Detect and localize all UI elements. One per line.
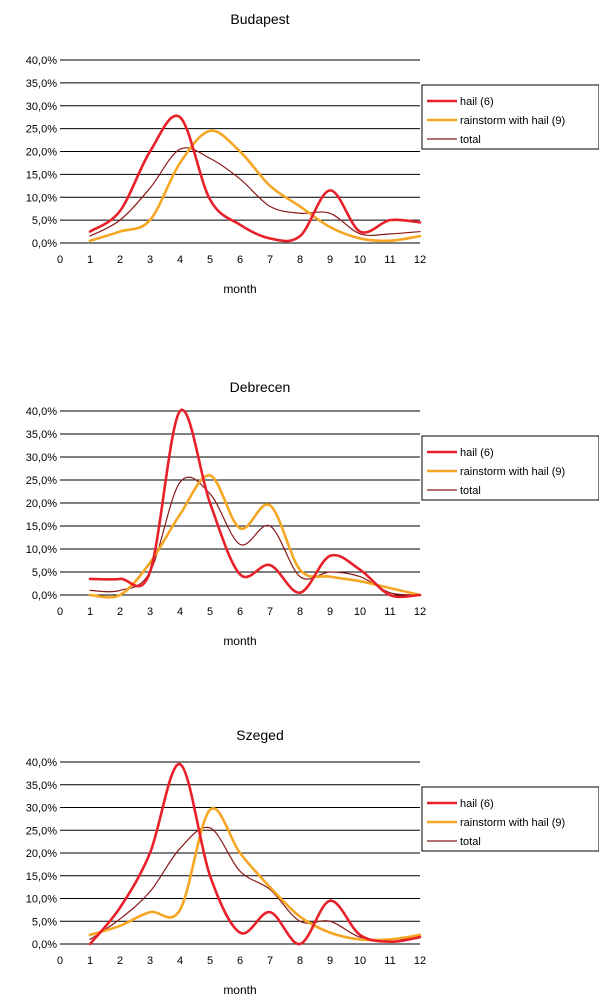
x-tick-label: 9 — [327, 955, 333, 967]
y-tick-label: 25,0% — [26, 825, 57, 837]
x-tick-label: 2 — [117, 955, 123, 967]
y-tick-label: 0,0% — [32, 590, 57, 602]
x-tick-label: 1 — [87, 606, 93, 618]
legend-label: rainstorm with hail (9) — [460, 115, 565, 127]
x-tick-label: 1 — [87, 254, 93, 266]
y-tick-label: 35,0% — [26, 78, 57, 90]
y-tick-label: 30,0% — [26, 101, 57, 113]
legend-box — [421, 435, 599, 501]
x-tick-label: 7 — [267, 254, 273, 266]
x-tick-label: 2 — [117, 606, 123, 618]
x-tick-label: 3 — [147, 254, 153, 266]
x-tick-label: 9 — [327, 606, 333, 618]
x-tick-label: 12 — [414, 254, 426, 266]
legend-label: rainstorm with hail (9) — [460, 817, 565, 829]
x-tick-label: 7 — [267, 955, 273, 967]
x-tick-label: 5 — [207, 955, 213, 967]
legend-label: hail (6) — [460, 798, 494, 810]
y-tick-label: 20,0% — [26, 147, 57, 159]
x-tick-label: 5 — [207, 606, 213, 618]
chart-title: Debrecen — [230, 379, 291, 395]
series-line-2 — [89, 147, 421, 237]
x-tick-label: 11 — [384, 606, 395, 618]
x-axis-label: month — [223, 282, 256, 296]
y-tick-label: 15,0% — [26, 169, 57, 181]
legend-label: hail (6) — [460, 96, 494, 108]
x-tick-label: 12 — [414, 606, 426, 618]
y-tick-label: 40,0% — [26, 55, 57, 67]
y-tick-label: 10,0% — [26, 544, 57, 556]
y-tick-label: 15,0% — [26, 871, 57, 883]
x-tick-label: 2 — [117, 254, 123, 266]
series-line-0 — [88, 408, 422, 599]
x-tick-label: 10 — [354, 606, 366, 618]
x-axis-label: month — [223, 983, 256, 997]
x-tick-label: 6 — [237, 254, 243, 266]
x-tick-label: 3 — [147, 955, 153, 967]
x-tick-label: 11 — [384, 254, 395, 266]
y-tick-label: 40,0% — [26, 406, 57, 418]
x-tick-label: 7 — [267, 606, 273, 618]
series-line-0 — [88, 762, 422, 946]
chart-title: Budapest — [230, 11, 289, 27]
y-tick-label: 15,0% — [26, 521, 57, 533]
x-tick-label: 5 — [207, 254, 213, 266]
legend-label: hail (6) — [460, 447, 494, 459]
y-tick-label: 25,0% — [26, 475, 57, 487]
y-tick-label: 5,0% — [32, 215, 57, 227]
x-tick-label: 4 — [177, 254, 183, 266]
y-tick-label: 0,0% — [32, 238, 57, 250]
y-tick-label: 20,0% — [26, 848, 57, 860]
chart-title: Szeged — [236, 727, 283, 743]
series-line-0 — [88, 114, 422, 243]
y-tick-label: 10,0% — [26, 894, 57, 906]
x-tick-label: 0 — [57, 955, 63, 967]
legend-label: total — [460, 836, 481, 848]
chart-debrecen: Debrecen 0,0% 5,0% 10,0% 15,0% 20,0% 25,0% 30,0… — [26, 379, 599, 648]
legend-label: total — [460, 134, 481, 146]
x-tick-label: 10 — [354, 254, 366, 266]
y-tick-label: 30,0% — [26, 803, 57, 815]
x-tick-label: 9 — [327, 254, 333, 266]
x-axis-label: month — [223, 634, 256, 648]
series-line-1 — [88, 474, 422, 599]
y-tick-label: 20,0% — [26, 498, 57, 510]
x-tick-label: 10 — [354, 955, 366, 967]
y-tick-label: 30,0% — [26, 452, 57, 464]
y-tick-label: 40,0% — [26, 757, 57, 769]
x-tick-label: 4 — [177, 606, 183, 618]
y-tick-label: 10,0% — [26, 192, 57, 204]
y-tick-label: 25,0% — [26, 124, 57, 136]
chart-budapest: Budapest 0,0% 5,0% 10,0% 15,0% 20,0% 25,0% 30,0… — [26, 11, 599, 296]
y-tick-label: 35,0% — [26, 780, 57, 792]
x-tick-label: 6 — [237, 955, 243, 967]
legend-box — [421, 84, 599, 150]
x-tick-label: 11 — [384, 955, 395, 967]
chart-szeged: Szeged 0,0% 5,0% 10,0% 15,0% 20,0% 25,0% 30,0% 3… — [26, 727, 599, 997]
x-tick-label: 3 — [147, 606, 153, 618]
x-tick-label: 12 — [414, 955, 426, 967]
legend-box — [421, 786, 599, 852]
series-line-1 — [88, 129, 422, 243]
x-tick-label: 1 — [87, 955, 93, 967]
y-tick-label: 5,0% — [32, 567, 57, 579]
x-tick-label: 8 — [297, 955, 303, 967]
x-tick-label: 4 — [177, 955, 183, 967]
x-tick-label: 8 — [297, 606, 303, 618]
x-tick-label: 6 — [237, 606, 243, 618]
series-line-1 — [88, 807, 422, 942]
legend-label: rainstorm with hail (9) — [460, 466, 565, 478]
y-tick-label: 35,0% — [26, 429, 57, 441]
y-tick-label: 0,0% — [32, 939, 57, 951]
x-tick-label: 8 — [297, 254, 303, 266]
x-tick-label: 0 — [57, 254, 63, 266]
y-tick-label: 5,0% — [32, 916, 57, 928]
legend-label: total — [460, 485, 481, 497]
x-tick-label: 0 — [57, 606, 63, 618]
